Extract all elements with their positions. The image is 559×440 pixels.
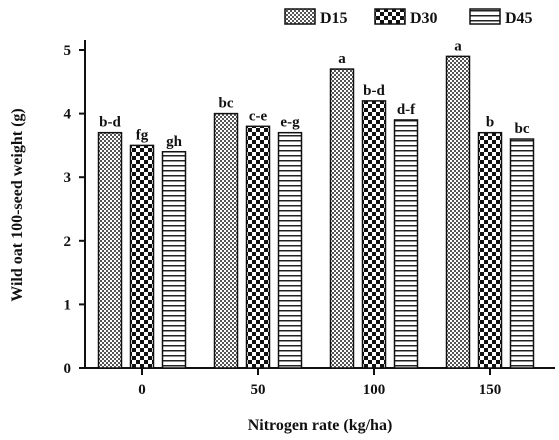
legend-swatch-d45: [469, 8, 501, 25]
y-tick-label: 2: [64, 234, 72, 250]
bar-label: b-d: [363, 83, 385, 99]
bar-label: fg: [136, 127, 149, 143]
bar-d30-150: [477, 131, 503, 369]
bar-labels: b-d fg gh bc c-e e-g a b-d d-f a b bc: [99, 38, 530, 149]
legend-item-d45: D45: [469, 8, 533, 27]
bar-d30-100: [361, 100, 387, 369]
bar-label: bc: [515, 121, 530, 137]
bar-label: c-e: [249, 108, 268, 124]
bar-label: d-f: [397, 102, 416, 118]
bar-d45-150: [509, 138, 535, 369]
legend-item-d15: D15: [284, 8, 348, 27]
bar-label: gh: [166, 134, 183, 150]
x-axis-title: Nitrogen rate (kg/ha): [248, 417, 393, 434]
bar-d45-50: [277, 131, 303, 369]
bar-d30-50: [245, 125, 271, 369]
bars: [97, 55, 535, 369]
bar-d45-100: [393, 119, 419, 369]
y-tick-label: 5: [64, 43, 72, 59]
x-tick-label: 50: [251, 382, 266, 398]
y-tick-label: 1: [64, 297, 72, 313]
bar-label: b-d: [99, 115, 121, 131]
x-ticks: 0 50 100 150: [138, 368, 501, 398]
bar-d15-50: [213, 112, 239, 369]
y-tick-label: 0: [64, 361, 72, 377]
bar-d30-0: [129, 144, 155, 369]
legend-item-d30: D30: [374, 8, 438, 27]
bar-label: b: [486, 115, 494, 131]
legend-label-d15: D15: [320, 10, 348, 27]
y-tick-label: 4: [64, 107, 72, 123]
legend-swatch-d15: [284, 8, 316, 25]
bar-label: a: [454, 38, 462, 54]
legend: D15 D30 D45: [284, 8, 533, 27]
bar-label: bc: [219, 96, 234, 112]
bar-d45-0: [161, 151, 187, 369]
bar-d15-100: [329, 68, 355, 369]
y-ticks: 0 1 2 3 4 5: [64, 43, 85, 377]
y-axis-title: Wild oat 100-seed weight (g): [9, 108, 26, 301]
bar-d15-0: [97, 131, 123, 369]
bar-label: e-g: [280, 115, 300, 131]
bar-d15-150: [445, 55, 471, 369]
x-tick-label: 100: [363, 382, 386, 398]
x-tick-label: 150: [479, 382, 502, 398]
bar-label: a: [338, 51, 346, 67]
legend-label-d45: D45: [505, 10, 533, 27]
x-tick-label: 0: [138, 382, 146, 398]
legend-swatch-d30: [374, 8, 406, 25]
y-tick-label: 3: [64, 170, 72, 186]
legend-label-d30: D30: [410, 10, 438, 27]
